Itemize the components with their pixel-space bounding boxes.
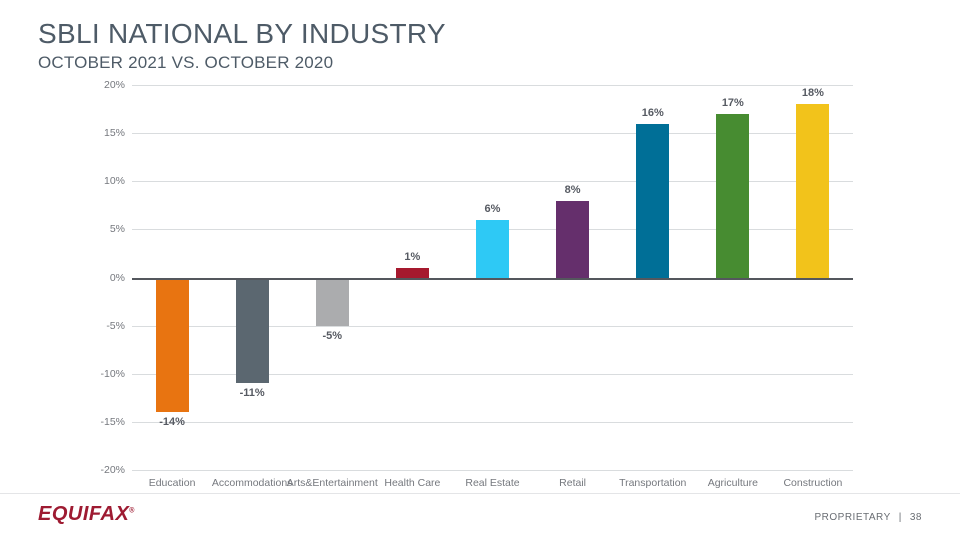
equifax-logo: EQUIFAX® [38,503,135,526]
bar-value-label: -5% [322,329,343,342]
equifax-logo-text: EQUIFAX [38,503,130,525]
bar-transportation [636,123,670,278]
bar-value-label: 16% [641,106,664,119]
bar-arts-entertainment [315,279,349,326]
bar-value-label: -14% [159,416,185,429]
proprietary-label: PROPRIETARY [814,512,891,523]
bar-value-label: 18% [801,87,824,100]
bar-value-label: 8% [564,183,581,196]
x-axis-category-label: Arts&Entertainment [286,477,378,489]
y-axis-tick-label: 0% [109,271,125,284]
x-axis-category-label: Construction [783,477,843,489]
page-title: SBLI NATIONAL BY INDUSTRY [38,18,446,49]
y-axis-tick-label: -20% [100,464,125,476]
y-axis-tick-label: 10% [103,175,125,188]
y-axis-tick-label: 20% [103,79,125,91]
gridline [132,85,853,86]
page-number: 38 [909,512,922,523]
footer-divider [0,493,960,494]
y-axis-tick-label: -15% [100,415,125,428]
gridline [132,181,853,183]
bar-accommodations [235,279,269,384]
bar-agriculture [716,113,750,278]
y-axis-tick-label: 5% [109,223,125,236]
plot-area: 20% 15% 10% 5% 0% -5% -10% -15% -20% -14% Educatio… [100,79,853,489]
bar-value-label: 1% [404,250,421,263]
x-axis-category-label: Real Estate [465,477,520,489]
gridline [132,421,853,423]
bar-health-care [395,267,429,278]
x-axis-category-label: Retail [559,477,587,489]
bar-education [155,279,189,413]
y-axis-tick-label: -5% [106,319,125,332]
x-axis-category-label: Education [148,477,196,489]
gridline [132,373,853,375]
bar-value-label: -11% [239,387,265,400]
y-axis-tick-label: 15% [103,127,125,140]
gridline [132,133,853,135]
gridline [132,325,853,327]
footer-right: PROPRIETARY | 38 [815,512,923,523]
x-axis-category-label: Health Care [384,477,441,489]
bar-retail [556,200,590,278]
footer-separator: | [898,512,902,523]
registered-trademark-icon: ® [129,507,135,515]
x-axis-category-label: Transportation [619,477,687,489]
x-axis-category-label: Agriculture [707,477,758,489]
gridline [132,470,853,471]
bar-real-estate [476,219,509,278]
zero-axis-line [132,277,853,280]
bar-value-label: 17% [721,96,744,109]
page-subtitle: OCTOBER 2021 VS. OCTOBER 2020 [38,53,334,72]
x-axis-category-label: Accommodations [211,477,293,489]
bar-value-label: 6% [484,202,501,215]
y-axis-tick-label: -10% [100,367,125,380]
bar-construction [796,104,830,278]
